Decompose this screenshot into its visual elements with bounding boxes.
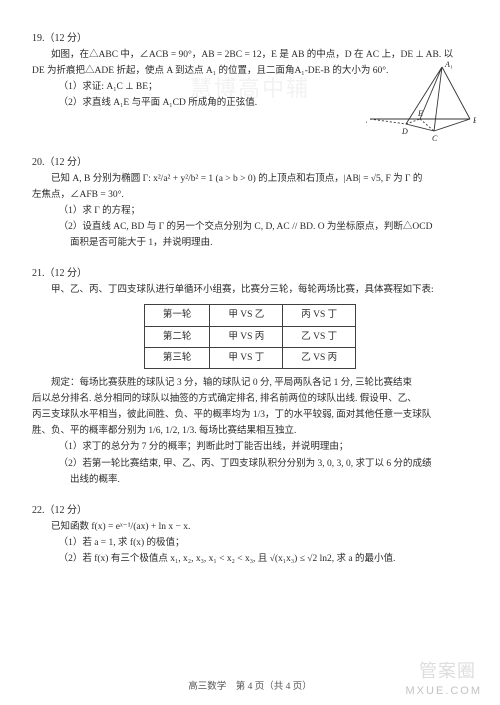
table-cell: 乙 VS 丁 <box>283 326 356 347</box>
svg-text:A: A <box>366 116 367 125</box>
q20-sub2: （2）设直线 AC, BD 与 Γ 的另一个交点分别为 C, D, AC // … <box>32 219 468 235</box>
table-cell: 甲 VS 丁 <box>210 347 283 368</box>
table-row: 第二轮甲 VS 丙乙 VS 丁 <box>144 326 355 347</box>
q20-line2: 左焦点，∠AFB = 30°. <box>32 187 468 203</box>
watermark-url: MXUE.COM <box>406 682 483 701</box>
table-cell: 第二轮 <box>144 326 210 347</box>
table-cell: 第一轮 <box>144 305 210 326</box>
table-row: 第三轮甲 VS 丁乙 VS 丙 <box>144 347 355 368</box>
q20-sub2b: 面积是否可能大于 1，并说明理由. <box>32 235 468 251</box>
q22-line1: 已知函数 f(x) = eˣ⁻¹/(ax) + ln x − x. <box>32 519 468 535</box>
q21-head: 21.（12 分） <box>32 265 468 282</box>
svg-text:A₁: A₁ <box>444 60 453 69</box>
q19-figure: A B C DE A₁ <box>366 56 476 141</box>
q22-sub1: （1）若 a = 1, 求 f(x) 的极值； <box>32 535 468 551</box>
q20-sub1: （1）求 Γ 的方程； <box>32 203 468 219</box>
question-21: 21.（12 分） 甲、乙、丙、丁四支球队进行单循环小组赛，比赛分三轮，每轮两场… <box>32 265 468 488</box>
table-row: 第一轮甲 VS 乙丙 VS 丁 <box>144 305 355 326</box>
question-22: 22.（12 分） 已知函数 f(x) = eˣ⁻¹/(ax) + ln x −… <box>32 502 468 567</box>
q21-para3: 胜、负、平的概率都分别为 1/6, 1/2, 1/3. 每场比赛结果相互独立. <box>32 423 468 439</box>
svg-text:D: D <box>401 127 408 136</box>
table-cell: 乙 VS 丙 <box>283 347 356 368</box>
q21-sub2: （2）若第一轮比赛结束, 甲、乙、丙、丁四支球队积分分别为 3, 0, 3, 0… <box>32 456 468 472</box>
svg-text:B: B <box>473 116 476 125</box>
q22-sub2: （2）若 f(x) 有三个极值点 x₁, x₂, x₃, x₁ < x₂ < x… <box>32 551 468 567</box>
table-cell: 丙 VS 丁 <box>283 305 356 326</box>
svg-text:C: C <box>432 134 438 141</box>
q20-head: 20.（12 分） <box>32 154 468 171</box>
q22-head: 22.（12 分） <box>32 502 468 519</box>
q21-line1: 甲、乙、丙、丁四支球队进行单循环小组赛，比赛分三轮，每轮两场比赛，具体赛程如下表… <box>32 282 468 298</box>
q21-para1b: 后以总分排名. 总分相同的球队以抽签的方式确定排名, 排名前两位的球队出线. 假… <box>32 391 468 407</box>
question-19: 19.（12 分） 如图，在△ABC 中，∠ACB = 90°，AB = 2BC… <box>32 30 468 140</box>
q21-sub2b: 出线的概率. <box>32 472 468 488</box>
q21-para1: 规定：每场比赛获胜的球队记 3 分，输的球队记 0 分, 平局两队各记 1 分,… <box>32 375 468 391</box>
q21-table: 第一轮甲 VS 乙丙 VS 丁第二轮甲 VS 丙乙 VS 丁第三轮甲 VS 丁乙… <box>144 304 356 368</box>
question-20: 20.（12 分） 已知 A, B 分别为椭圆 Γ: x²/a² + y²/b²… <box>32 154 468 252</box>
table-cell: 第三轮 <box>144 347 210 368</box>
q19-head: 19.（12 分） <box>32 30 468 47</box>
table-cell: 甲 VS 丙 <box>210 326 283 347</box>
svg-text:E: E <box>417 109 423 118</box>
q21-sub1: （1）求丁的总分为 7 分的概率；判断此时丁能否出线，并说明理由； <box>32 439 468 455</box>
table-cell: 甲 VS 乙 <box>210 305 283 326</box>
q21-para2: 丙三支球队水平相当，彼此间胜、负、平的概率均为 1/3，丁的水平较弱, 面对其他… <box>32 407 468 423</box>
q20-line1: 已知 A, B 分别为椭圆 Γ: x²/a² + y²/b² = 1 (a > … <box>32 171 468 187</box>
